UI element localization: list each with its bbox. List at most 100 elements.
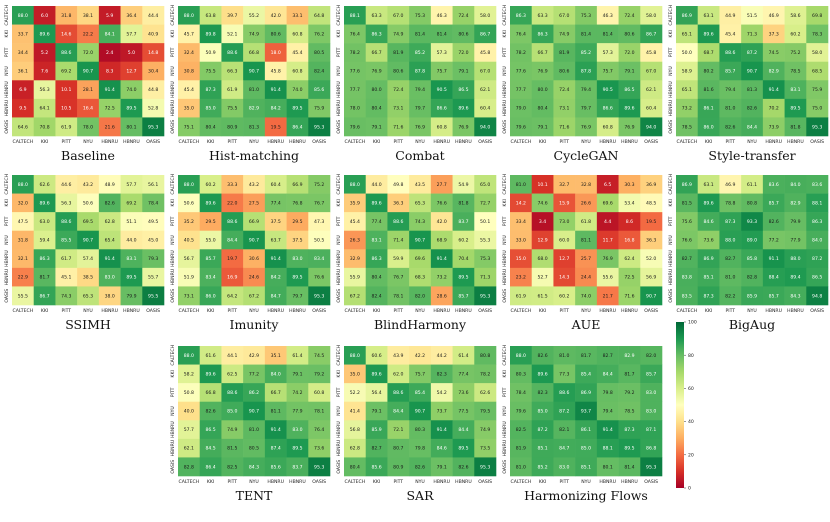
cell-value-label: 84.2 — [271, 106, 281, 112]
cell-value-label: 71.6 — [559, 124, 569, 130]
cell-value-label: 75.1 — [184, 124, 194, 130]
heatmap-cell — [142, 24, 165, 44]
x-tick-label: HBNRU — [123, 139, 140, 145]
cell-value-label: 71.3 — [747, 31, 757, 37]
heatmap-cell — [387, 98, 410, 118]
heatmap-cell — [77, 267, 100, 287]
heatmap-cell — [784, 6, 807, 25]
heatmap-cell — [510, 193, 533, 213]
cell-value-label: 87.1 — [646, 427, 656, 433]
y-tick-label: PITT — [502, 387, 508, 397]
cell-value-label: 46.9 — [769, 13, 779, 19]
heatmap-cell — [510, 117, 533, 137]
heatmap-cell — [221, 286, 244, 306]
y-tick-label: PITT — [336, 47, 342, 57]
heatmap-cell — [430, 175, 453, 194]
y-tick-label: HBNRU — [170, 250, 176, 267]
x-tick-label: KKI — [207, 308, 214, 314]
cell-value-label: 67.0 — [646, 69, 656, 75]
cell-value-label: 43.2 — [249, 182, 259, 188]
cell-value-label: 54.9 — [458, 182, 468, 188]
cell-value-label: 57.7 — [126, 31, 136, 37]
panel-title: TENT — [236, 488, 273, 503]
heatmap-cell — [243, 267, 266, 287]
heatmap-cell — [178, 43, 201, 63]
cell-value-label: 88.6 — [393, 219, 403, 225]
heatmap-cell — [344, 286, 367, 306]
cell-value-label: 76.4 — [516, 31, 526, 37]
cell-value-label: 82.7 — [371, 446, 381, 452]
cell-value-label: 32.1 — [18, 256, 28, 262]
cell-value-label: 91.4 — [105, 87, 115, 93]
heatmap-cell — [806, 212, 829, 232]
y-tick-label: OASIS — [336, 460, 342, 474]
heatmap-cell — [697, 193, 720, 213]
heatmap-cell — [531, 43, 554, 63]
heatmap-cell — [221, 267, 244, 287]
cell-value-label: 88.0 — [18, 13, 28, 19]
cell-value-label: 89.0 — [747, 238, 757, 244]
heatmap-cell — [676, 230, 699, 250]
x-tick-label: NYU — [415, 308, 425, 314]
cell-value-label: 86.7 — [480, 31, 490, 37]
y-tick-label: PITT — [170, 47, 176, 57]
heatmap-cell — [264, 230, 287, 250]
cell-value-label: 84.4 — [393, 409, 403, 415]
heatmap-cell — [344, 249, 367, 269]
cell-value-label: 5.0 — [128, 50, 135, 56]
cell-value-label: 62.1 — [480, 87, 490, 93]
heatmap-cell — [221, 24, 244, 44]
cell-value-label: 80.1 — [603, 464, 613, 470]
x-tick-label: PITT — [725, 308, 735, 314]
heatmap-cell — [575, 267, 598, 287]
cell-value-label: 78.0 — [350, 106, 360, 112]
heatmap-cell — [676, 24, 699, 44]
heatmap-cell — [430, 383, 453, 403]
cell-value-label: 93.3 — [747, 219, 757, 225]
x-tick-label: CALTECH — [677, 139, 698, 145]
x-tick-label: NYU — [83, 308, 93, 314]
cell-value-label: 63.7 — [271, 238, 281, 244]
heatmap-cell — [243, 43, 266, 63]
x-tick-label: CALTECH — [13, 308, 34, 314]
cell-value-label: 87.3 — [205, 87, 215, 93]
cell-value-label: 80.8 — [747, 200, 757, 206]
cell-value-label: 89.6 — [39, 200, 49, 206]
cell-value-label: 84.0 — [271, 371, 281, 377]
heatmap-cell — [596, 61, 619, 81]
cell-value-label: 57.7 — [184, 427, 194, 433]
y-tick-label: HBNRU — [668, 269, 674, 286]
heatmap-cell — [199, 98, 222, 118]
cell-value-label: 43.5 — [415, 182, 425, 188]
cell-value-label: 74.9 — [559, 31, 569, 37]
heatmap-cell — [531, 175, 554, 194]
heatmap-cell — [719, 24, 742, 44]
heatmap-cell — [510, 61, 533, 81]
y-tick-label: NYU — [170, 66, 176, 76]
cell-value-label: 85.7 — [769, 293, 779, 299]
cell-value-label: 80.0 — [371, 87, 381, 93]
cell-value-label: 60.8 — [437, 124, 447, 130]
cell-value-label: 62.0 — [393, 371, 403, 377]
heatmap-cell — [676, 286, 699, 306]
cell-value-label: 74.0 — [581, 293, 591, 299]
cell-value-label: 83.5 — [682, 293, 692, 299]
cell-value-label: 73.1 — [559, 106, 569, 112]
y-tick-label: CALTECH — [170, 345, 176, 366]
heatmap-cell — [264, 364, 287, 384]
heatmap-cell — [98, 61, 121, 81]
y-tick-label: HBNRU — [336, 250, 342, 267]
cell-value-label: 81.0 — [249, 87, 259, 93]
cell-value-label: 76.2 — [314, 31, 324, 37]
heatmap-cell — [640, 383, 663, 403]
heatmap-cell — [640, 193, 663, 213]
heatmap-cell — [12, 286, 35, 306]
cell-value-label: 94.8 — [812, 293, 822, 299]
cell-value-label: 83.6 — [812, 182, 822, 188]
heatmap-cell — [98, 98, 121, 118]
heatmap-cell — [221, 80, 244, 100]
heatmap-cell — [575, 193, 598, 213]
x-tick-label: OASIS — [312, 139, 326, 145]
heatmap-cell — [243, 401, 266, 421]
heatmap-cell — [719, 249, 742, 269]
